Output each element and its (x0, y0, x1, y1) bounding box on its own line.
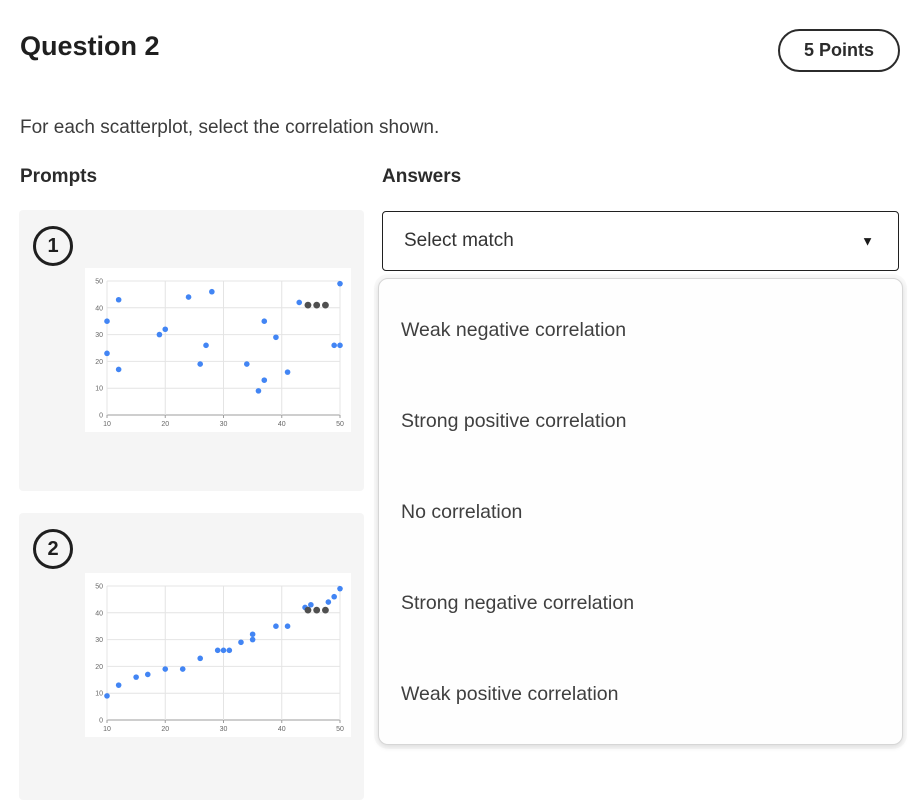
question-instruction: For each scatterplot, select the correla… (20, 117, 440, 138)
caret-down-icon: ▼ (861, 233, 874, 249)
prompt-1-number: 1 (47, 234, 59, 257)
svg-text:10: 10 (103, 421, 111, 428)
svg-text:10: 10 (103, 726, 111, 733)
svg-text:40: 40 (95, 610, 103, 617)
svg-text:50: 50 (336, 726, 344, 733)
svg-text:30: 30 (95, 332, 103, 339)
match-select-value: Select match (404, 230, 514, 251)
dropdown-option-no-correlation[interactable]: No correlation (401, 501, 523, 523)
points-badge-label: 5 Points (803, 40, 874, 60)
svg-text:20: 20 (95, 359, 103, 366)
match-dropdown-menu: Weak negative correlation Strong positiv… (378, 278, 903, 745)
dropdown-option-weak-negative[interactable]: Weak negative correlation (401, 319, 627, 341)
question-title: Question 2 (20, 31, 160, 61)
svg-text:30: 30 (95, 637, 103, 644)
answers-column-header: Answers (382, 166, 462, 187)
svg-text:40: 40 (278, 421, 286, 428)
svg-text:20: 20 (95, 664, 103, 671)
svg-text:50: 50 (336, 421, 344, 428)
scatterplot-2-image: 0 10 20 30 40 50 10 20 30 40 50 (85, 573, 351, 737)
svg-text:10: 10 (95, 386, 103, 393)
prompt-2-number: 2 (47, 537, 59, 560)
points-badge: 5 Points (777, 29, 900, 72)
svg-text:30: 30 (220, 421, 228, 428)
prompt-card-1: 1 0 10 20 30 40 50 10 20 30 40 50 (19, 210, 364, 491)
match-select[interactable]: Select match ▼ (382, 211, 899, 271)
svg-text:40: 40 (278, 726, 286, 733)
svg-text:30: 30 (220, 726, 228, 733)
svg-text:10: 10 (95, 691, 103, 698)
scatterplot-1-image: 0 10 20 30 40 50 10 20 30 40 50 (85, 268, 351, 432)
prompt-card-2: 2 0 10 20 30 40 50 10 20 30 40 50 (19, 513, 364, 800)
svg-text:20: 20 (161, 421, 169, 428)
dropdown-option-strong-negative[interactable]: Strong negative correlation (401, 592, 635, 614)
prompts-column-header: Prompts (20, 166, 98, 187)
svg-text:20: 20 (161, 726, 169, 733)
prompt-1-number-badge: 1 (33, 226, 73, 266)
prompt-2-number-badge: 2 (33, 529, 73, 569)
svg-text:50: 50 (95, 279, 103, 286)
svg-text:50: 50 (95, 584, 103, 591)
svg-text:0: 0 (99, 413, 103, 420)
dropdown-option-strong-positive[interactable]: Strong positive correlation (401, 410, 627, 432)
svg-text:0: 0 (99, 718, 103, 725)
dropdown-option-weak-positive[interactable]: Weak positive correlation (401, 683, 619, 705)
svg-text:40: 40 (95, 305, 103, 312)
